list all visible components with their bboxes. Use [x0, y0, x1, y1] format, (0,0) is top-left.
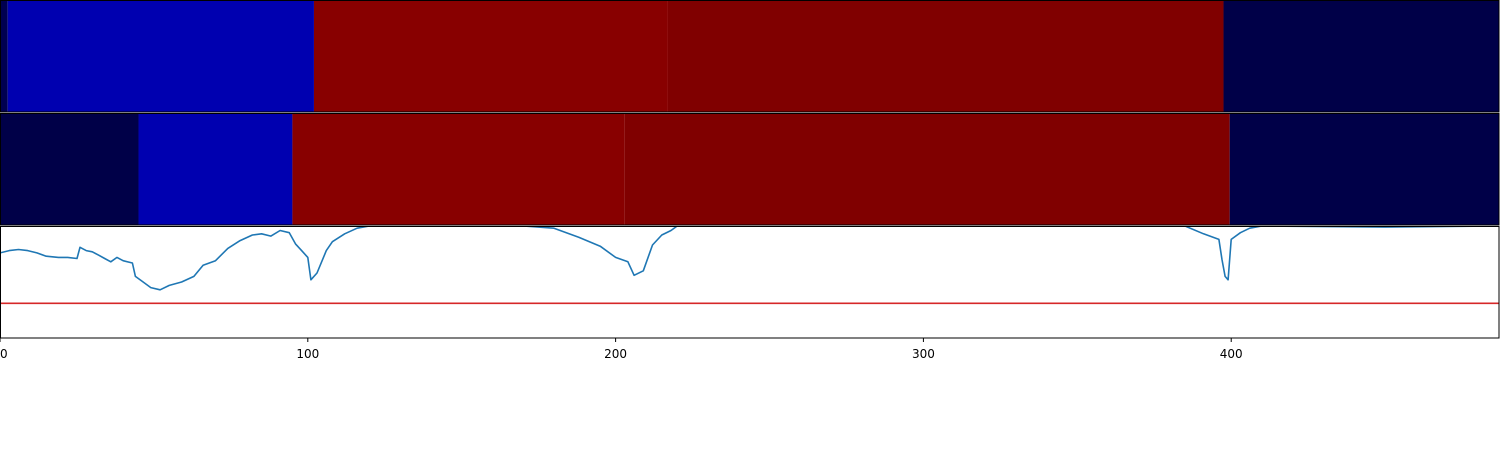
panel-frame	[0, 0, 1500, 113]
heatmap-strip-middle	[0, 113, 1499, 225]
strip-1-segment	[7, 0, 314, 112]
x-tick-label: 100	[296, 347, 319, 361]
x-tick-label: 400	[1220, 347, 1243, 361]
panel-frame	[0, 113, 1500, 226]
line-panel-background	[0, 226, 1499, 338]
series-line	[0, 226, 1499, 291]
strip-1-segment	[1223, 0, 1499, 112]
line-panel	[0, 226, 1499, 338]
strip-1-segment	[313, 0, 668, 112]
strip-2-segment	[624, 113, 1230, 225]
x-axis: 0 100 200 300 400	[0, 338, 1243, 361]
panel-frame	[0, 226, 1500, 339]
x-tick-label: 300	[912, 347, 935, 361]
strip-2-segment	[0, 113, 139, 225]
strip-1-segment	[667, 0, 1224, 112]
x-tick-label: 0	[0, 347, 8, 361]
strip-1-segment	[0, 0, 8, 112]
heatmap-strip-top	[0, 0, 1499, 112]
strip-2-segment	[138, 113, 293, 225]
strip-2-segment	[1229, 113, 1499, 225]
axes-frames	[0, 0, 1500, 339]
x-tick-label: 200	[604, 347, 627, 361]
strip-2-segment	[292, 113, 625, 225]
